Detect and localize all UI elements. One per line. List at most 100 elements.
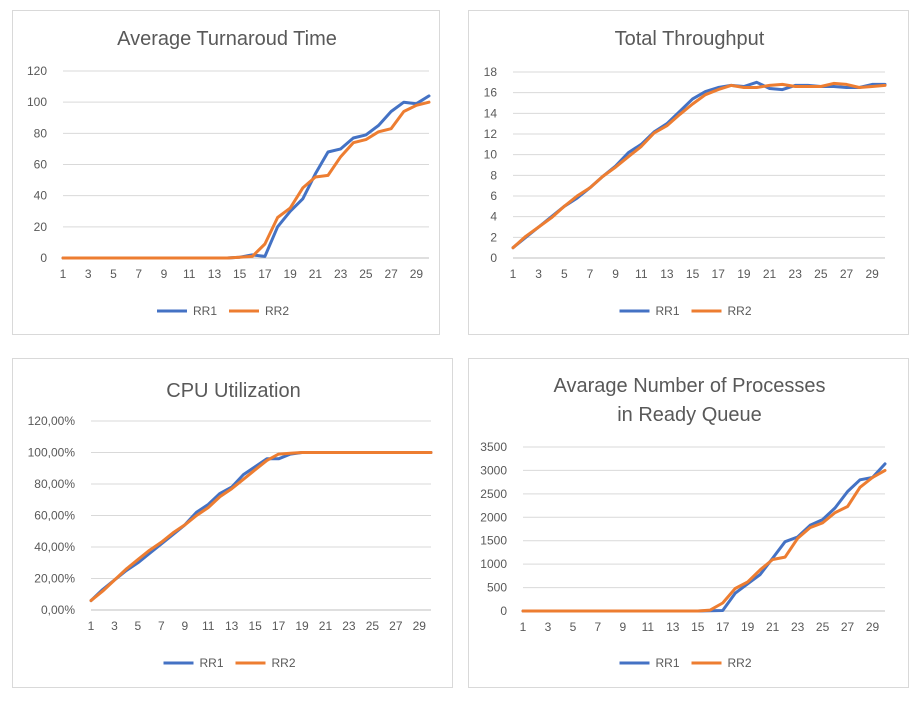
x-tick-label: 23: [334, 267, 348, 281]
y-tick-label: 0,00%: [41, 603, 75, 617]
legend-label-rr1: RR1: [656, 304, 680, 318]
x-tick-label: 17: [258, 267, 272, 281]
x-tick-label: 29: [410, 267, 424, 281]
series-line-rr2: [521, 468, 887, 613]
y-tick-label: 40: [34, 189, 48, 203]
x-tick-label: 25: [816, 620, 830, 634]
legend-label-rr1: RR1: [200, 656, 224, 670]
series-line-rr1: [511, 80, 887, 250]
x-tick-label: 1: [60, 267, 67, 281]
y-tick-label: 0: [500, 604, 507, 618]
y-tick-label: 120: [27, 64, 47, 78]
x-tick-label: 21: [309, 267, 323, 281]
chart-title: Average Turnaroud Time: [117, 28, 337, 50]
x-tick-label: 27: [384, 267, 398, 281]
y-tick-label: 80: [34, 126, 48, 140]
x-tick-label: 27: [841, 620, 855, 634]
y-tick-label: 10: [484, 148, 498, 162]
x-tick-label: 1: [88, 619, 95, 633]
x-tick-label: 19: [737, 267, 751, 281]
x-tick-label: 25: [814, 267, 828, 281]
x-tick-label: 7: [158, 619, 165, 633]
x-tick-label: 25: [366, 619, 380, 633]
chart-title: CPU Utilization: [166, 380, 300, 402]
y-tick-label: 60: [34, 158, 48, 172]
series-line-rr2: [61, 100, 431, 260]
x-tick-label: 17: [272, 619, 286, 633]
legend-label-rr2: RR2: [728, 656, 752, 670]
chart-title: Avarage Number of Processes: [554, 375, 826, 397]
chart-panel-turnaround: Average Turnaroud Time 0 20 40 60 80 100 120 1 3 5…: [12, 10, 440, 335]
x-tick-label: 5: [135, 619, 142, 633]
x-tick-label: 25: [359, 267, 373, 281]
series-line-rr2: [511, 81, 887, 250]
y-tick-label: 20: [34, 220, 48, 234]
series-line-rr2: [89, 451, 433, 603]
chart-panel-throughput: Total Throughput 0 2 4 6 8 10 12 14 16 18 1 3 5 7 9 11 13…: [468, 10, 909, 335]
x-tick-label: 27: [840, 267, 854, 281]
x-tick-label: 5: [110, 267, 117, 281]
x-tick-label: 19: [295, 619, 309, 633]
x-tick-label: 21: [763, 267, 777, 281]
y-tick-label: 18: [484, 65, 498, 79]
x-tick-label: 3: [535, 267, 542, 281]
y-tick-label: 16: [484, 86, 498, 100]
y-tick-label: 80,00%: [34, 477, 75, 491]
x-tick-label: 21: [319, 619, 333, 633]
y-tick-label: 2000: [480, 510, 507, 524]
x-tick-label: 29: [865, 267, 879, 281]
x-tick-label: 13: [660, 267, 674, 281]
y-tick-label: 4: [490, 210, 497, 224]
y-tick-label: 1500: [480, 534, 507, 548]
x-tick-label: 23: [791, 620, 805, 634]
x-tick-label: 29: [866, 620, 880, 634]
x-tick-label: 11: [635, 267, 648, 281]
x-tick-label: 3: [111, 619, 118, 633]
legend-label-rr2: RR2: [728, 304, 752, 318]
y-tick-label: 14: [484, 106, 498, 120]
y-tick-label: 1000: [480, 557, 507, 571]
chart-title: Total Throughput: [615, 28, 765, 50]
x-tick-label: 15: [248, 619, 262, 633]
chart-panel-cpu: CPU Utilization 0,00% 20,00% 40,00% 60,00% 80…: [12, 358, 453, 688]
x-tick-label: 15: [686, 267, 700, 281]
series-line-rr1: [521, 462, 887, 613]
y-tick-label: 3500: [480, 440, 507, 454]
y-tick-label: 3000: [480, 463, 507, 477]
x-tick-label: 9: [612, 267, 619, 281]
x-tick-label: 29: [413, 619, 427, 633]
x-tick-label: 19: [283, 267, 297, 281]
x-tick-label: 15: [691, 620, 705, 634]
y-tick-label: 60,00%: [34, 509, 75, 523]
y-tick-label: 20,00%: [34, 572, 75, 586]
y-tick-label: 2: [490, 230, 497, 244]
x-tick-label: 13: [225, 619, 239, 633]
x-tick-label: 23: [789, 267, 803, 281]
x-tick-label: 11: [642, 620, 655, 634]
y-tick-label: 0: [490, 251, 497, 265]
x-tick-label: 7: [135, 267, 142, 281]
y-tick-label: 0: [40, 251, 47, 265]
x-tick-label: 21: [766, 620, 780, 634]
y-tick-label: 100,00%: [28, 446, 76, 460]
x-tick-label: 7: [587, 267, 594, 281]
y-tick-label: 120,00%: [28, 414, 76, 428]
series-line-rr1: [61, 94, 431, 260]
legend-label-rr2: RR2: [272, 656, 296, 670]
y-tick-label: 40,00%: [34, 540, 75, 554]
y-tick-label: 500: [487, 581, 507, 595]
x-tick-label: 1: [510, 267, 517, 281]
chart-cpu-utilization: CPU Utilization 0,00% 20,00% 40,00% 60,00% 80…: [28, 380, 433, 670]
x-tick-label: 11: [202, 619, 215, 633]
x-tick-label: 11: [183, 267, 196, 281]
x-tick-label: 27: [389, 619, 403, 633]
x-tick-label: 15: [233, 267, 247, 281]
x-tick-label: 13: [666, 620, 680, 634]
x-tick-label: 19: [741, 620, 755, 634]
x-tick-label: 3: [545, 620, 552, 634]
x-tick-label: 17: [716, 620, 730, 634]
x-tick-label: 9: [181, 619, 188, 633]
x-tick-label: 9: [161, 267, 168, 281]
